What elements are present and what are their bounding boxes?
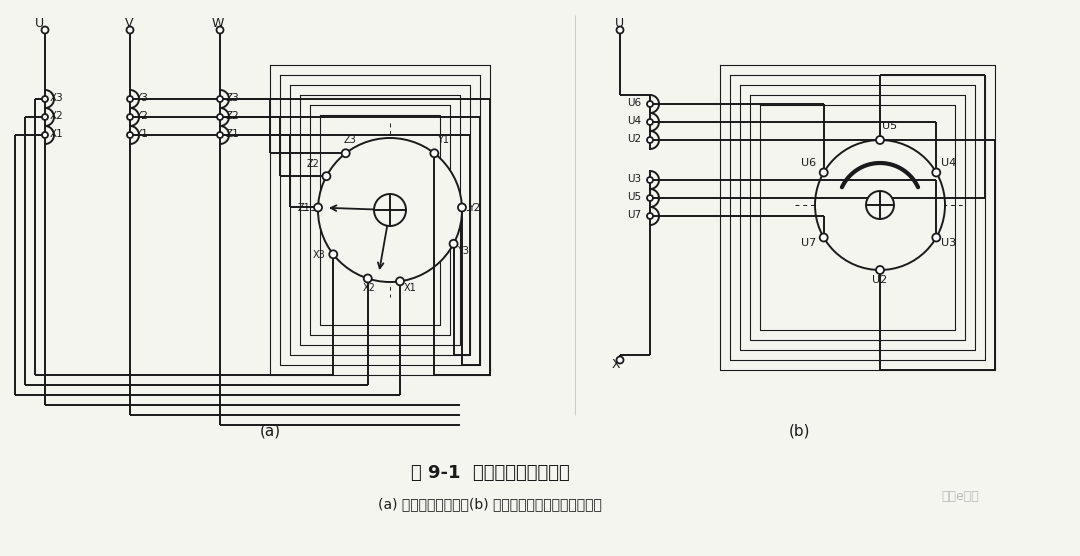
Text: Y1: Y1	[135, 129, 148, 139]
Text: U7: U7	[627, 210, 642, 220]
Text: V: V	[125, 17, 134, 30]
Text: (a): (a)	[259, 423, 281, 438]
Text: Z2: Z2	[307, 159, 320, 169]
Circle shape	[876, 266, 885, 274]
Text: Y2: Y2	[135, 111, 148, 121]
Circle shape	[820, 168, 827, 176]
Text: X3: X3	[312, 250, 325, 260]
Text: X2: X2	[363, 284, 376, 294]
Text: Z1: Z1	[298, 203, 311, 214]
Circle shape	[932, 168, 941, 176]
Text: U: U	[35, 17, 44, 30]
Text: Y1: Y1	[437, 135, 449, 145]
Circle shape	[127, 132, 133, 138]
Circle shape	[318, 138, 462, 282]
Circle shape	[449, 240, 458, 248]
Circle shape	[866, 191, 894, 219]
Text: U6: U6	[627, 98, 642, 108]
Circle shape	[217, 132, 222, 138]
Text: U2: U2	[872, 275, 888, 285]
Circle shape	[647, 137, 653, 143]
Circle shape	[647, 177, 653, 183]
Circle shape	[430, 149, 438, 157]
Circle shape	[127, 114, 133, 120]
Circle shape	[647, 213, 653, 219]
Text: U3: U3	[942, 237, 957, 247]
Circle shape	[617, 356, 623, 364]
Text: Z3: Z3	[225, 93, 239, 103]
Text: 电工e学堂: 电工e学堂	[941, 490, 978, 503]
Text: Z2: Z2	[225, 111, 239, 121]
Circle shape	[341, 149, 350, 157]
Text: U6: U6	[800, 158, 815, 168]
Circle shape	[127, 96, 133, 102]
Text: Z3: Z3	[343, 135, 356, 145]
Circle shape	[217, 114, 222, 120]
Text: Z1: Z1	[225, 129, 239, 139]
Circle shape	[932, 234, 941, 241]
Text: U4: U4	[627, 116, 642, 126]
Circle shape	[647, 119, 653, 125]
Text: X2: X2	[50, 111, 64, 121]
Circle shape	[458, 203, 465, 211]
Circle shape	[820, 234, 827, 241]
Text: U4: U4	[942, 158, 957, 168]
Text: U: U	[615, 17, 624, 30]
Circle shape	[314, 203, 322, 211]
Circle shape	[41, 27, 49, 33]
Text: Y2: Y2	[468, 203, 481, 214]
Circle shape	[364, 275, 372, 282]
Text: U5: U5	[627, 192, 642, 202]
Circle shape	[647, 101, 653, 107]
Text: U5: U5	[882, 121, 897, 131]
Circle shape	[815, 140, 945, 270]
Circle shape	[42, 132, 48, 138]
Text: (a) 三相中性点调压；(b) 三相中部调压【仅示出一相】: (a) 三相中性点调压；(b) 三相中部调压【仅示出一相】	[378, 497, 602, 511]
Text: (b): (b)	[789, 423, 811, 438]
Circle shape	[647, 195, 653, 201]
Circle shape	[329, 250, 337, 259]
Text: Y3: Y3	[135, 93, 148, 103]
Circle shape	[617, 27, 623, 33]
Text: W: W	[212, 17, 225, 30]
Text: Y3: Y3	[457, 246, 469, 256]
Circle shape	[42, 96, 48, 102]
Circle shape	[217, 96, 222, 102]
Text: U7: U7	[800, 237, 816, 247]
Circle shape	[126, 27, 134, 33]
Circle shape	[216, 27, 224, 33]
Text: U3: U3	[627, 174, 642, 184]
Text: X: X	[612, 358, 621, 371]
Text: X1: X1	[50, 129, 64, 139]
Circle shape	[323, 172, 330, 180]
Text: X1: X1	[404, 284, 417, 294]
Circle shape	[876, 136, 885, 144]
Text: X3: X3	[50, 93, 64, 103]
Text: U2: U2	[627, 134, 642, 144]
Circle shape	[374, 194, 406, 226]
Text: 图 9-1  无载分接开关原理图: 图 9-1 无载分接开关原理图	[410, 464, 569, 482]
Circle shape	[396, 277, 404, 285]
Circle shape	[42, 114, 48, 120]
